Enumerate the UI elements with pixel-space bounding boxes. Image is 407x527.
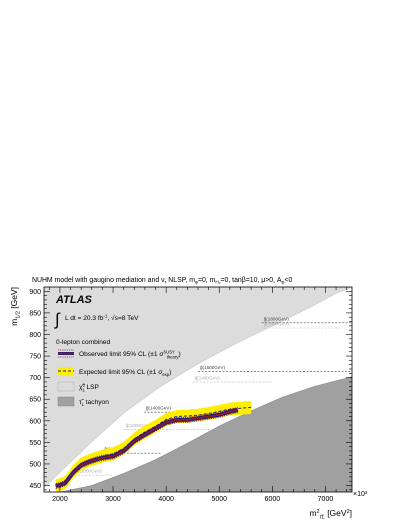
y-tick-label: 700 — [29, 375, 41, 382]
luminosity-label: L dt = 20.3 fb-1, √s=8 TeV — [65, 314, 139, 323]
svg-text:Expected limit 95% CL (±1 σexp: Expected limit 95% CL (±1 σexp) — [79, 369, 171, 377]
x-tick-label: 5000 — [211, 496, 227, 503]
x-tick-label: 6000 — [265, 496, 281, 503]
gluino-contour-label-2: g̃(1300GeV) — [125, 423, 151, 428]
x-tick-label: 2000 — [52, 496, 68, 503]
lsp-excluded-region — [44, 287, 352, 489]
y-tick-label: 850 — [29, 310, 41, 317]
integral-sign: ∫ — [54, 310, 61, 329]
tachyon-region — [59, 376, 352, 492]
legend-entry-tachyon: τ̃L tachyon — [57, 396, 109, 407]
x-multiplier: ×10³ — [353, 491, 368, 498]
legend-entry-lsp: χ̃0 1 LSP — [57, 381, 100, 393]
y-tick-label: 900 — [29, 289, 41, 296]
y-tick-label: 450 — [29, 483, 41, 490]
experiment-label: ATLAS — [55, 294, 93, 306]
y-tick-label: 650 — [29, 397, 41, 404]
observed-limit-line — [55, 409, 239, 487]
gluino-contour-label-6: g̃(1600GeV) — [263, 322, 289, 327]
y-tick-label: 550 — [29, 440, 41, 447]
x-tick-label: 3000 — [105, 496, 121, 503]
gluino-contour-label-7: g̃(1800GeV) — [263, 316, 289, 321]
legend-entry-expected: Expected limit 95% CL (±1 σexp) — [58, 367, 171, 377]
x-axis-label: m2τ̃L [GeV2] — [309, 508, 352, 521]
y-axis-label: m1/2 [GeV] — [9, 287, 22, 326]
gluino-contour-label-4: g̃(1400GeV) — [194, 375, 220, 380]
y-axis: 450 500 550 600 650 700 750 800 850 900 — [29, 289, 352, 491]
x-axis: 2000 3000 4000 5000 6000 7000 — [49, 287, 347, 503]
legend-entry-observed: Observed limit 95% CL (±1 σSUSY theory) — [58, 349, 181, 360]
legend: ATLAS ∫ L dt = 20.3 fb-1, √s=8 TeV 0-lep… — [54, 294, 181, 407]
x-tick-label: 4000 — [158, 496, 174, 503]
y-tick-label: 750 — [29, 354, 41, 361]
expected-limit-line — [55, 406, 252, 487]
svg-text:χ̃01 LSP: χ̃0 1 LSP — [79, 383, 100, 393]
chart-title: NUHM model with gaugino mediation and ντ… — [32, 277, 293, 285]
gluino-contour-label-5: g̃(1600GeV) — [199, 365, 225, 370]
y-tick-label: 600 — [29, 418, 41, 425]
analysis-label: 0-lepton combined — [56, 339, 111, 346]
y-tick-label: 800 — [29, 332, 41, 339]
gluino-contour-label-0: g̃(1000GeV) — [76, 469, 102, 474]
gluino-contour-label-3: g̃(1400GeV) — [145, 406, 171, 411]
svg-text:τ̃L tachyon: τ̃L tachyon — [79, 399, 109, 407]
gluino-contours: g̃(1000GeV)g̃(1200GeV)g̃(1300GeV)g̃(1400… — [74, 316, 352, 476]
svg-text:Observed limit 95% CL (±1 σSUS: Observed limit 95% CL (±1 σSUSY theory) — [79, 350, 181, 360]
x-tick-label: 7000 — [318, 496, 334, 503]
y-tick-label: 500 — [29, 461, 41, 468]
